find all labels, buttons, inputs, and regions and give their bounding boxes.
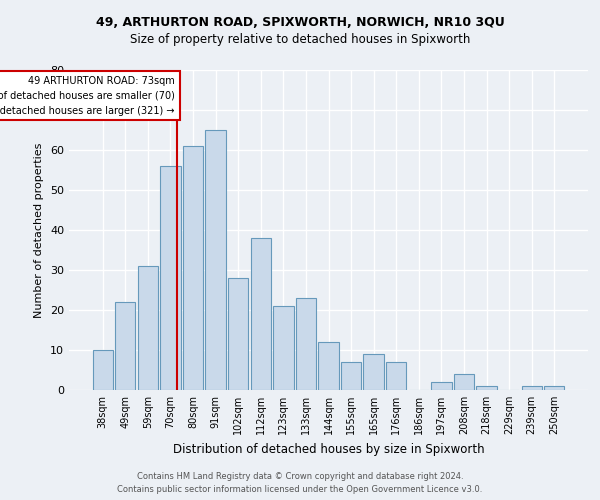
Bar [364,354,384,390]
Bar [544,386,565,390]
Bar [92,350,113,390]
Bar [454,374,474,390]
Bar [251,238,271,390]
Text: Contains public sector information licensed under the Open Government Licence v3: Contains public sector information licen… [118,485,482,494]
X-axis label: Distribution of detached houses by size in Spixworth: Distribution of detached houses by size … [173,442,484,456]
Bar [183,146,203,390]
Bar [273,306,293,390]
Y-axis label: Number of detached properties: Number of detached properties [34,142,44,318]
Text: 49, ARTHURTON ROAD, SPIXWORTH, NORWICH, NR10 3QU: 49, ARTHURTON ROAD, SPIXWORTH, NORWICH, … [95,16,505,29]
Bar [115,302,136,390]
Bar [431,382,452,390]
Bar [160,166,181,390]
Text: 49 ARTHURTON ROAD: 73sqm
← 18% of detached houses are smaller (70)
80% of semi-d: 49 ARTHURTON ROAD: 73sqm ← 18% of detach… [0,76,175,116]
Bar [319,342,338,390]
Bar [205,130,226,390]
Bar [521,386,542,390]
Bar [228,278,248,390]
Bar [386,362,406,390]
Text: Contains HM Land Registry data © Crown copyright and database right 2024.: Contains HM Land Registry data © Crown c… [137,472,463,481]
Bar [296,298,316,390]
Text: Size of property relative to detached houses in Spixworth: Size of property relative to detached ho… [130,32,470,46]
Bar [138,266,158,390]
Bar [476,386,497,390]
Bar [341,362,361,390]
